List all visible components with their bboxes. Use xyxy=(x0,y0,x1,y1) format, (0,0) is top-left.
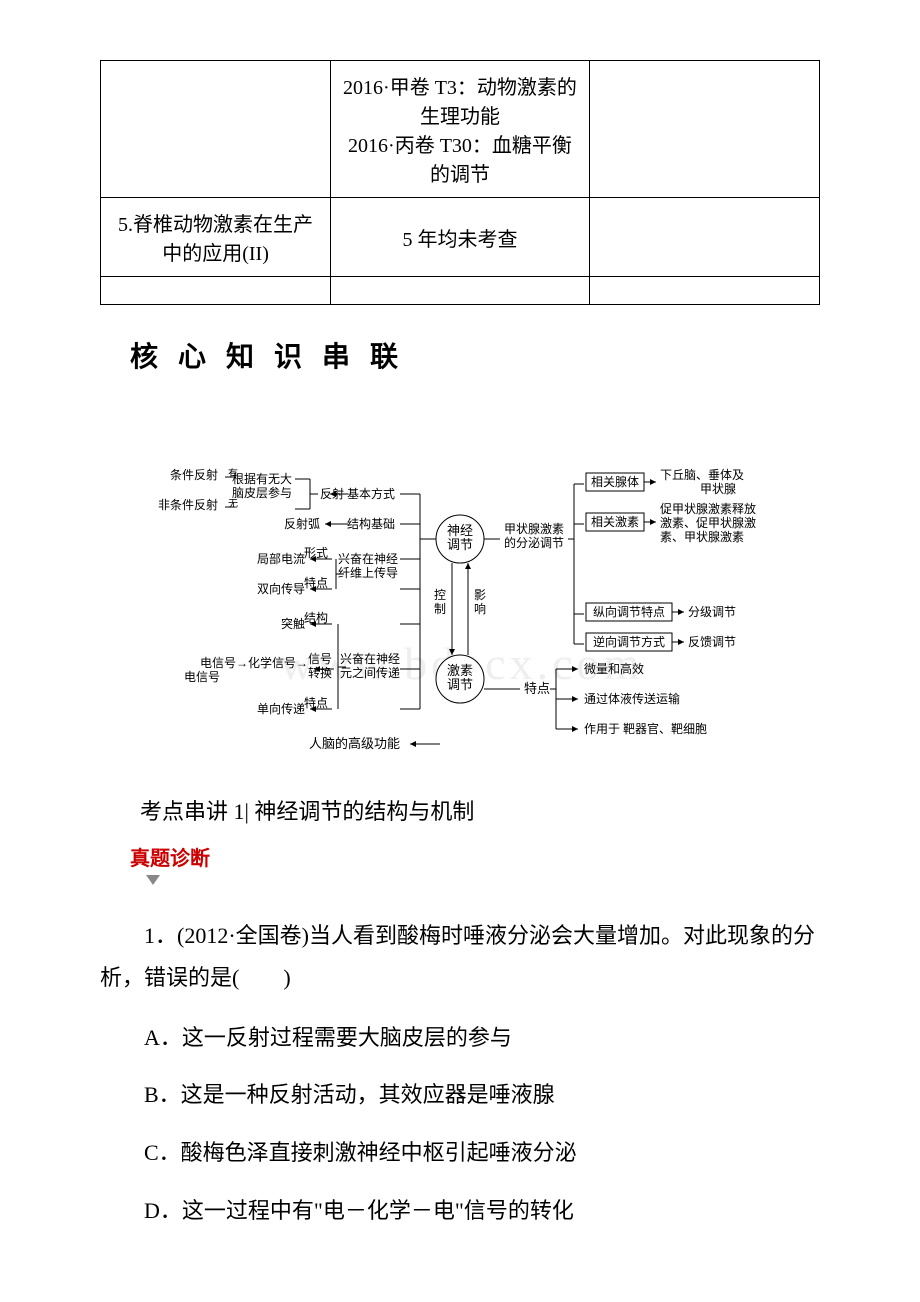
svg-text:突触: 突触 xyxy=(281,616,305,631)
branch-end: 基本方式 xyxy=(347,486,395,501)
svg-text:局部电流: 局部电流 xyxy=(257,551,305,566)
svg-text:条件反射: 条件反射 xyxy=(170,467,218,482)
svg-text:根据有无大: 根据有无大 xyxy=(232,472,292,486)
svg-text:激素、促甲状腺激: 激素、促甲状腺激 xyxy=(660,516,756,530)
table-cell xyxy=(101,61,331,198)
svg-text:电信号→化学信号→: 电信号→化学信号→ xyxy=(200,655,308,670)
svg-text:反射: 反射 xyxy=(320,486,344,501)
table-row: 2016·甲卷 T3：动物激素的生理功能 2016·丙卷 T30：血糖平衡的调节 xyxy=(101,61,820,198)
svg-text:纵向调节特点: 纵向调节特点 xyxy=(593,604,665,619)
center-node-label: 神经 xyxy=(447,523,473,538)
svg-text:特点: 特点 xyxy=(304,695,328,710)
question-option: A．这一反射过程需要大脑皮层的参与 xyxy=(144,1017,820,1059)
svg-text:反馈调节: 反馈调节 xyxy=(688,635,736,649)
svg-text:促甲状腺激素释放: 促甲状腺激素释放 xyxy=(660,501,756,516)
center-link-label: 制 xyxy=(434,602,446,616)
table-cell: 5.脊椎动物激素在生产中的应用(II) xyxy=(101,198,331,277)
svg-text:双向传导: 双向传导 xyxy=(257,581,305,596)
svg-text:甲状腺激素: 甲状腺激素 xyxy=(504,522,564,536)
svg-text:反射弧: 反射弧 xyxy=(284,516,320,531)
table-cell xyxy=(101,277,331,305)
subheading: 考点串讲 1| 神经调节的结构与机制 xyxy=(140,794,820,826)
svg-text:相关激素: 相关激素 xyxy=(591,515,639,529)
svg-text:元之间传递: 元之间传递 xyxy=(340,665,400,680)
table-cell xyxy=(589,198,819,277)
svg-text:特点: 特点 xyxy=(524,681,550,696)
cell-line: 2016·丙卷 T30：血糖平衡的调节 xyxy=(339,129,581,187)
center-link-label: 响 xyxy=(474,601,486,616)
svg-text:非条件反射: 非条件反射 xyxy=(158,497,218,512)
table-cell xyxy=(331,277,590,305)
svg-text:无: 无 xyxy=(228,499,238,510)
svg-text:结构基础: 结构基础 xyxy=(347,516,395,531)
svg-text:的分泌调节: 的分泌调节 xyxy=(504,535,564,550)
svg-text:特点: 特点 xyxy=(304,575,328,590)
svg-text:兴奋在神经: 兴奋在神经 xyxy=(340,652,400,666)
center-link-label: 影 xyxy=(474,588,486,602)
concept-diagram: www.bdocx.com 神经 调节 激素 调节 控 制 影 响 基本方式 反… xyxy=(100,399,820,764)
svg-text:甲状腺: 甲状腺 xyxy=(700,482,736,496)
center-node-label: 调节 xyxy=(447,537,473,552)
table-cell xyxy=(589,61,819,198)
section-heading: 核心知识串联 xyxy=(100,335,820,375)
svg-text:兴奋在神经: 兴奋在神经 xyxy=(338,552,398,566)
svg-text:微量和高效: 微量和高效 xyxy=(584,661,644,676)
svg-text:脑皮层参与: 脑皮层参与 xyxy=(232,485,292,500)
svg-text:作用于 靶器官、靶细胞: 作用于 靶器官、靶细胞 xyxy=(584,721,707,736)
center-node-label: 激素 xyxy=(447,663,473,678)
svg-text:结构: 结构 xyxy=(304,610,328,625)
svg-text:下丘脑、垂体及: 下丘脑、垂体及 xyxy=(660,468,744,482)
svg-text:通过体液传送运输: 通过体液传送运输 xyxy=(584,691,680,706)
svg-text:单向传递: 单向传递 xyxy=(257,701,305,716)
center-node-label: 调节 xyxy=(447,677,473,692)
cell-line: 2016·甲卷 T3：动物激素的生理功能 xyxy=(339,71,581,129)
red-section-label: 真题诊断 xyxy=(130,842,210,871)
diagram-svg: www.bdocx.com 神经 调节 激素 调节 控 制 影 响 基本方式 反… xyxy=(100,399,820,759)
down-arrow-icon xyxy=(146,875,160,885)
question-option: C．酸梅色泽直接刺激神经中枢引起唾液分泌 xyxy=(144,1132,820,1174)
svg-text:转换: 转换 xyxy=(308,665,332,680)
svg-text:素、甲状腺激素: 素、甲状腺激素 xyxy=(660,530,744,544)
table-cell: 5 年均未考查 xyxy=(331,198,590,277)
svg-text:相关腺体: 相关腺体 xyxy=(591,475,639,489)
table-cell: 2016·甲卷 T3：动物激素的生理功能 2016·丙卷 T30：血糖平衡的调节 xyxy=(331,61,590,198)
question-stem: 1．(2012·全国卷)当人看到酸梅时唾液分泌会大量增加。对此现象的分析，错误的… xyxy=(100,915,820,999)
svg-text:信号: 信号 xyxy=(308,652,332,666)
question-option: B．这是一种反射活动，其效应器是唾液腺 xyxy=(144,1074,820,1116)
table-cell xyxy=(589,277,819,305)
svg-text:逆向调节方式: 逆向调节方式 xyxy=(593,634,665,649)
svg-text:有: 有 xyxy=(228,467,238,480)
center-link-label: 控 xyxy=(434,588,446,602)
exam-topic-table: 2016·甲卷 T3：动物激素的生理功能 2016·丙卷 T30：血糖平衡的调节… xyxy=(100,60,820,305)
svg-text:人脑的高级功能: 人脑的高级功能 xyxy=(309,736,400,751)
svg-text:形式: 形式 xyxy=(304,546,328,560)
table-row xyxy=(101,277,820,305)
svg-text:电信号: 电信号 xyxy=(184,670,220,684)
question-option: D．这一过程中有"电－化学－电"信号的转化 xyxy=(144,1190,820,1232)
svg-text:纤维上传导: 纤维上传导 xyxy=(338,565,398,580)
svg-text:分级调节: 分级调节 xyxy=(688,605,736,619)
table-row: 5.脊椎动物激素在生产中的应用(II) 5 年均未考查 xyxy=(101,198,820,277)
